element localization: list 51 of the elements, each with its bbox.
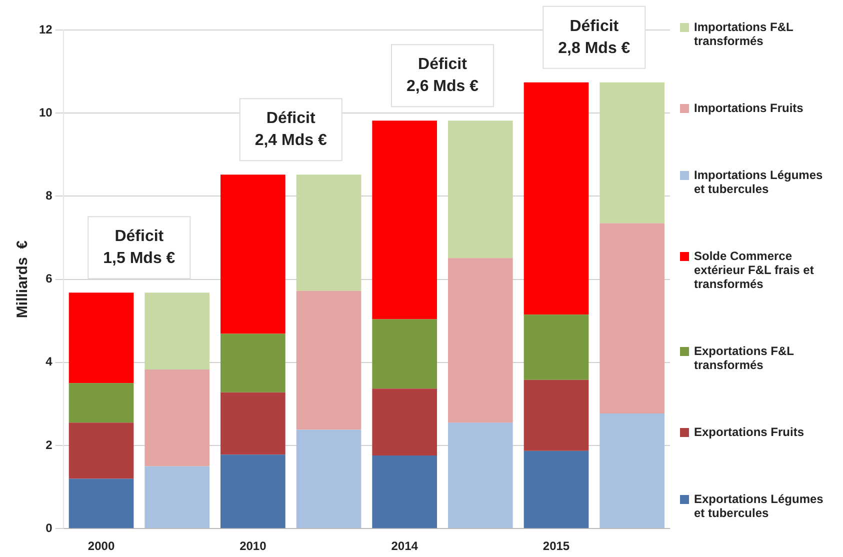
bar (68, 383, 134, 423)
bar (220, 174, 286, 334)
bar (68, 422, 134, 479)
y-tick-label: 6 (46, 272, 53, 286)
bar (296, 290, 362, 430)
bar (600, 82, 664, 224)
y-tick-label: 8 (46, 188, 53, 203)
bar (144, 292, 210, 370)
y-tick-label: 4 (46, 354, 53, 369)
bar (448, 120, 513, 258)
y-axis-title: Milliards € (14, 240, 32, 318)
x-tick-label: 2014 (391, 539, 418, 554)
bar (220, 334, 286, 392)
x-tick-label: 2010 (240, 539, 267, 554)
bar (448, 258, 513, 423)
annotation: Déficit 2,8 Mds € (558, 18, 630, 57)
legend-label: Solde Commerce extérieur F&L frais et transformés (694, 249, 815, 291)
bar (600, 414, 664, 528)
bar (144, 369, 210, 466)
bar (372, 319, 438, 389)
y-tick-label: 12 (38, 22, 53, 36)
x-tick-label: 2015 (542, 539, 570, 554)
bar (524, 82, 589, 315)
x-tick-label: 2000 (88, 539, 115, 554)
annotation: Déficit 1,5 Mds € (103, 228, 176, 267)
bar (220, 392, 286, 455)
legend-label: Importations F&L transformés (694, 20, 794, 48)
bar (600, 223, 664, 414)
annotation: Déficit 2,4 Mds € (254, 110, 327, 149)
bar (144, 466, 210, 528)
bar (296, 430, 362, 528)
y-tick-label: 2 (46, 438, 53, 452)
bar (372, 388, 438, 456)
bar (68, 292, 134, 384)
legend-label: Exportations Fruits (694, 425, 804, 439)
bar (220, 454, 286, 528)
bar (524, 314, 589, 380)
bar (68, 478, 134, 528)
bar (372, 455, 438, 528)
y-tick-label: 10 (38, 105, 53, 120)
legend-label: Exportations Légumes et tubercules (694, 492, 824, 520)
bar (372, 120, 438, 320)
bar (524, 450, 589, 528)
legend-label: Importations Fruits (694, 101, 804, 115)
bar (524, 380, 589, 451)
bar (448, 422, 513, 528)
legend-label: Importations Légumes et tubercules (694, 168, 824, 196)
bar (296, 174, 362, 291)
legend-label: Exportations F&L transformés (694, 344, 795, 372)
annotation: Déficit 2,6 Mds € (406, 56, 479, 95)
y-tick-label: 0 (46, 520, 53, 535)
